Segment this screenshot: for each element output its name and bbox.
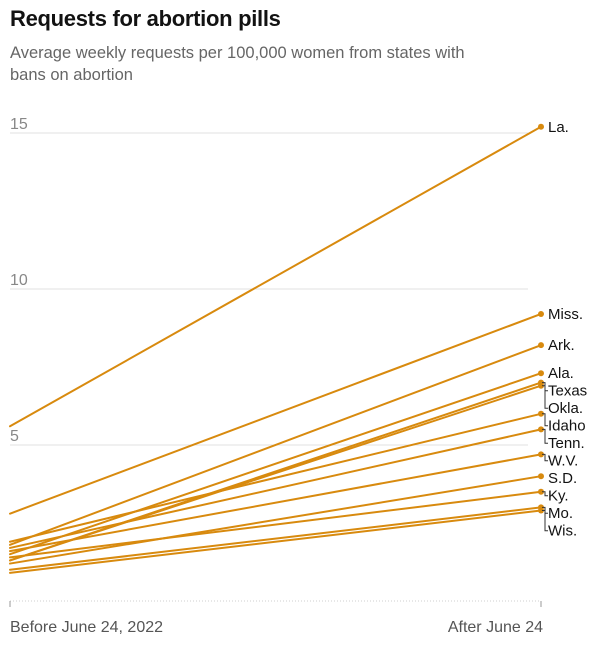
x-tick-label-after: After June 24 (448, 619, 543, 636)
series-label-miss: Miss. (548, 306, 583, 323)
series-line-wis (9, 509, 542, 574)
series-line-mo (9, 506, 542, 571)
label-connector-tenn (542, 428, 548, 444)
series-point-la (538, 123, 544, 130)
series-label-ky: Ky. (548, 488, 569, 505)
series-points (538, 123, 544, 514)
series-label-okla: Okla. (548, 400, 583, 417)
y-tick-label-5: 5 (10, 428, 19, 445)
series-point-okla (538, 382, 544, 389)
series-line-okla (9, 384, 542, 562)
series-point-ala (538, 370, 544, 377)
series-point-ky (538, 488, 544, 495)
series-line-ky (9, 490, 542, 559)
x-axis: Before June 24, 2022 After June 24 (9, 600, 543, 636)
series-line-s-d (9, 475, 542, 565)
series-line-idaho (9, 412, 542, 543)
label-connector-idaho (542, 413, 548, 427)
series-label-tenn: Tenn. (548, 435, 585, 452)
series-label-s-d: S.D. (548, 470, 577, 487)
chart-title: Requests for abortion pills (10, 6, 281, 31)
series-labels: La. Miss. Ark. Ala.TexasOkla.IdahoTenn.W.V.… (548, 119, 587, 540)
series-point-w-v (538, 451, 544, 458)
series-label-ala: Ala. (548, 365, 574, 382)
series-label-idaho: Idaho (548, 418, 586, 435)
series-label-wis: Wis. (548, 523, 577, 540)
series-label-ark: Ark. (548, 337, 575, 354)
series-lines (9, 125, 542, 574)
series-point-s-d (538, 473, 544, 480)
y-tick-label-10: 10 (10, 272, 28, 289)
series-line-miss (9, 312, 542, 515)
label-connector-wis (542, 510, 548, 532)
gridlines (10, 132, 528, 446)
series-label-la: La. (548, 119, 569, 136)
series-point-idaho (538, 410, 544, 417)
y-tick-label-15: 15 (10, 116, 28, 133)
series-label-texas: Texas (548, 383, 587, 400)
series-label-w-v: W.V. (548, 453, 578, 470)
chart-subtitle: Average weekly requests per 100,000 wome… (10, 44, 465, 84)
series-line-ala (9, 372, 542, 556)
series-line-tenn (9, 428, 542, 549)
series-line-ark (9, 344, 542, 546)
label-connectors (542, 382, 548, 532)
series-point-miss (538, 310, 544, 317)
x-tick-label-before: Before June 24, 2022 (10, 619, 163, 636)
series-point-tenn (538, 426, 544, 433)
series-point-wis (538, 507, 544, 514)
label-connector-okla (542, 385, 548, 409)
series-line-w-v (9, 453, 542, 553)
y-axis-ticks: 5 10 15 (10, 116, 28, 445)
label-connector-ky (542, 491, 548, 497)
series-line-la (9, 125, 542, 428)
label-connector-w-v (542, 453, 548, 462)
series-label-mo: Mo. (548, 505, 573, 522)
series-point-ark (538, 342, 544, 349)
